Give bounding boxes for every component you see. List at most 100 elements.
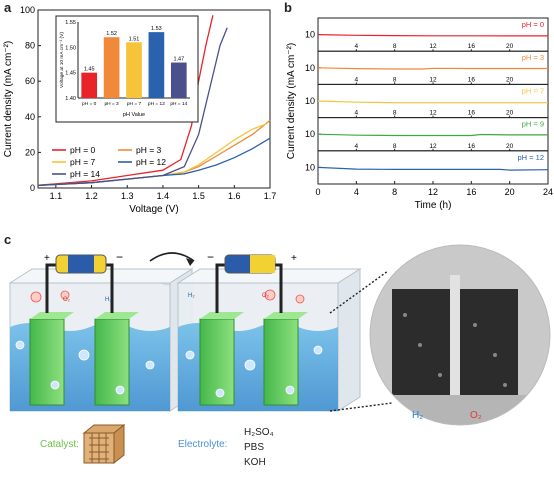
photo-h2-label: H₂ <box>412 410 423 421</box>
chart-b-inner-xtick-label: 20 <box>506 76 514 83</box>
chart-b-series-label: pH = 9 <box>522 120 544 129</box>
chart-a-ytick-label: 0 <box>30 183 35 193</box>
chart-a-legend-label: pH = 0 <box>70 145 96 155</box>
chart-b-ytick-label: 10 <box>305 162 315 172</box>
chart-a-ytick-label: 100 <box>20 5 35 15</box>
chart-a: 1.1 1.2 1.3 1.4 1.5 1.6 1.7 0 20 40 60 80 100 Voltage… <box>3 5 277 215</box>
chart-a-xtick-label: 1.4 <box>157 191 170 201</box>
chart-a-ytick-label: 20 <box>25 147 35 157</box>
inset-bar <box>81 72 98 98</box>
left-h2-label: H₂ <box>105 297 112 303</box>
chart-b-ytick-label: 10 <box>305 96 315 106</box>
inset-value-label: 1.52 <box>106 31 117 37</box>
panel-letter-b: b <box>284 0 292 15</box>
catalyst-cube-icon <box>82 423 126 465</box>
inset-bar <box>170 62 187 98</box>
chart-b-xtick-label: 16 <box>466 187 476 197</box>
chart-b-series-line <box>317 34 548 37</box>
chart-b-inner-xtick-label: 12 <box>429 143 437 150</box>
left-minus: − <box>116 250 123 264</box>
right-minus: − <box>207 250 214 264</box>
electrolyte-pbs: PBS <box>244 442 264 453</box>
inset-category-label: pH = 3 <box>104 101 119 107</box>
chart-a-ytick-label: 40 <box>25 112 35 122</box>
chart-b-series-line <box>317 133 548 137</box>
inset-xlabel: pH Value <box>123 112 145 118</box>
chart-b-inner-xtick-label: 16 <box>468 76 476 83</box>
chart-b-inner-xtick-label: 16 <box>468 110 476 117</box>
photo-o2-label: O₂ <box>470 410 482 421</box>
electrolyte-h2so4: H₂SO₄ <box>244 427 274 438</box>
chart-a-xtick-label: 1.6 <box>228 191 241 201</box>
inset-category-label: pH = 12 <box>148 101 165 107</box>
electrolysis-illustration: + − O₂ H₂ − + H₂ O₂ <box>8 244 551 468</box>
chart-b-inner-xtick-label: 8 <box>393 43 397 50</box>
chart-b-inner-xtick-label: 8 <box>393 76 397 83</box>
chart-b-inner-xtick-label: 20 <box>506 110 514 117</box>
chart-a-legend-label: pH = 12 <box>136 157 166 167</box>
chart-b-xtick-label: 24 <box>543 187 553 197</box>
inset-bar <box>148 32 165 99</box>
chart-b-ytick-label: 10 <box>305 63 315 73</box>
right-h2-label: H₂ <box>188 293 195 299</box>
chart-b-inner-xtick-label: 12 <box>429 110 437 117</box>
chart-b-inner-xtick-label: 20 <box>506 43 514 50</box>
inset-ytick-label: 1.55 <box>65 20 76 26</box>
chart-b-inner-xtick-label: 16 <box>468 43 476 50</box>
inset-value-label: 1.53 <box>151 26 162 32</box>
right-o2-label: O₂ <box>262 293 270 299</box>
chart-b-inner-xtick-label: 8 <box>393 110 397 117</box>
chart-b-inner-xtick-label: 12 <box>429 43 437 50</box>
left-cell-electrode-1 <box>29 318 65 406</box>
panel-letter-a: a <box>4 0 12 15</box>
chart-b-series-label: pH = 12 <box>518 153 544 162</box>
cycle-arrow-top <box>149 252 195 262</box>
inset-ytick-label: 1.40 <box>65 96 76 102</box>
chart-b-xtick-label: 0 <box>315 187 320 197</box>
chart-a-series-line <box>37 15 214 186</box>
inset-value-label: 1.47 <box>173 57 184 63</box>
inset-category-label: pH = 14 <box>170 101 187 107</box>
chart-a-legend-label: pH = 7 <box>70 157 96 167</box>
chart-b-xtick-label: 12 <box>428 187 438 197</box>
chart-a-frame <box>37 9 271 189</box>
chart-b-inner-xtick-label: 4 <box>355 76 359 83</box>
chart-b-inner-xtick-label: 4 <box>355 143 359 150</box>
chart-b-strip-frame <box>317 150 549 185</box>
chart-b-inner-xtick-label: 4 <box>355 110 359 117</box>
chart-b-ytick-label: 10 <box>305 30 315 40</box>
chart-a-ylabel: Current density (mA cm⁻²) <box>3 41 14 157</box>
chart-b-xtick-label: 8 <box>392 187 397 197</box>
inset-ytick-label: 1.45 <box>65 71 76 77</box>
chart-b-inner-xtick-label: 20 <box>506 143 514 150</box>
catalyst-label: Catalyst: <box>40 439 79 450</box>
chart-b-series-line <box>317 166 549 171</box>
chart-a-ytick-label: 60 <box>25 76 35 86</box>
chart-a-xtick-label: 1.7 <box>264 191 277 201</box>
left-cell-electrode-2 <box>94 318 130 406</box>
chart-b-series-label: pH = 3 <box>522 53 544 62</box>
chart-b-ytick-label: 10 <box>305 129 315 139</box>
chart-b-series-label: pH = 0 <box>522 20 544 29</box>
chart-b-inner-xtick-label: 8 <box>393 143 397 150</box>
inset-value-label: 1.51 <box>129 36 140 42</box>
chart-a-xtick-label: 1.3 <box>121 191 134 201</box>
panel-letter-c: c <box>4 232 12 247</box>
left-o2-label: O₂ <box>63 297 71 303</box>
chart-b-ylabel: Current density (mA cm⁻²) <box>286 43 297 159</box>
chart-b-xlabel: Time (h) <box>415 200 452 211</box>
chart-b: 10 pH = 0 4 8 12 16 20 10 pH = 3 4 8 12 16 20 10 pH = 7… <box>286 17 553 211</box>
electrolyte-koh: KOH <box>244 457 266 468</box>
inset-bar <box>103 37 120 98</box>
right-plus: + <box>291 253 297 264</box>
chart-a-series-line <box>37 27 228 186</box>
chart-a-xtick-label: 1.2 <box>85 191 98 201</box>
chart-b-series-line <box>317 67 548 70</box>
inset-bar <box>126 42 142 98</box>
left-plus: + <box>44 253 50 264</box>
inset-category-label: pH = 7 <box>127 101 142 107</box>
inset-ylabel: Voltage at 10 mA cm⁻² (V) <box>59 32 65 88</box>
inset-category-label: pH = 0 <box>82 101 97 107</box>
chart-a-legend-label: pH = 14 <box>70 169 100 179</box>
inset-ytick-label: 1.50 <box>65 45 76 51</box>
